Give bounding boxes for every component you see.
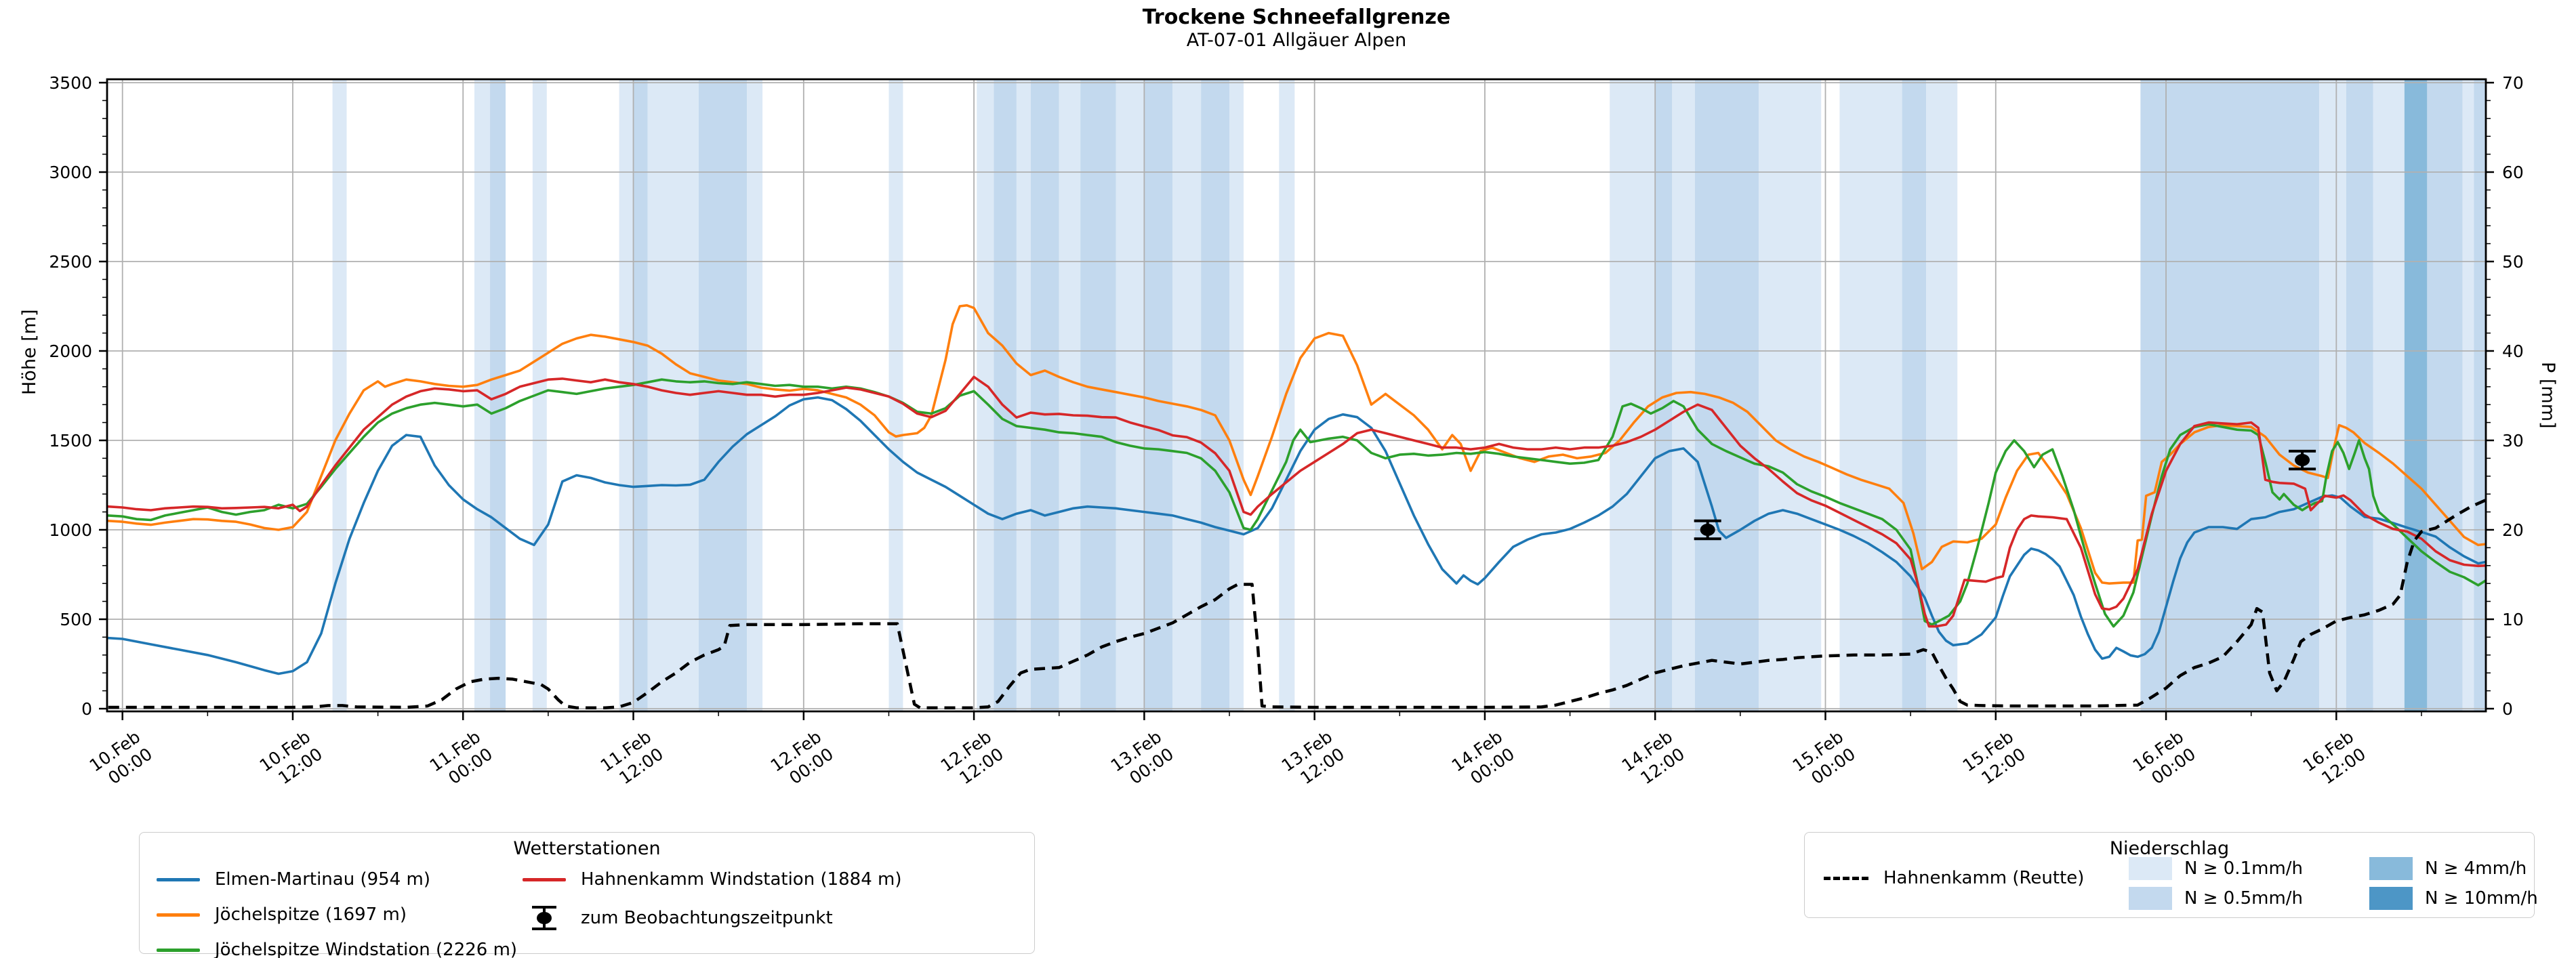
precip-band (1059, 79, 1081, 711)
precip-band (1016, 79, 1031, 711)
chart-subtitle: AT-07-01 Allgäuer Alpen (1186, 30, 1407, 51)
precip-band (332, 79, 347, 711)
legend-stations-title: Wetterstationen (513, 838, 661, 859)
legend-entry-label: N ≥ 4mm/h (2425, 858, 2527, 879)
chart-title: Trockene Schneefallgrenze (1142, 5, 1451, 29)
precip-sum-line (108, 499, 2486, 709)
series-line (107, 378, 2486, 628)
y-axis-left-label: Höhe [m] (19, 309, 40, 396)
svg-text:2500: 2500 (49, 252, 92, 272)
precip-band (1759, 79, 1822, 711)
precip-band (2427, 79, 2463, 711)
color-patch-icon (2369, 857, 2413, 880)
precip-band (1926, 79, 1958, 711)
precip-band (1144, 79, 1173, 711)
precip-band (474, 79, 491, 711)
svg-text:20: 20 (2502, 520, 2524, 540)
line-swatch-icon (157, 877, 200, 881)
legend-entry-label: Jöchelspitze (1697 m) (215, 904, 407, 925)
series-line (107, 304, 2486, 585)
precip-band (1694, 79, 1759, 711)
svg-text:30: 30 (2502, 431, 2524, 451)
legend-entry-precip-level: N ≥ 4mm/h (2369, 857, 2527, 880)
legend-entry-precip-line: Hahnenkamm (Reutte) (1824, 868, 2084, 888)
svg-text:1000: 1000 (49, 520, 92, 540)
legend-entry-label: zum Beobachtungszeitpunkt (581, 908, 833, 928)
precip-band (994, 79, 1017, 711)
svg-text:70: 70 (2502, 73, 2524, 93)
legend-entry-label: Elmen-Martinau (954 m) (215, 869, 430, 890)
precip-band (2462, 79, 2474, 711)
svg-text:60: 60 (2502, 163, 2524, 182)
observation-marker (1694, 519, 1721, 541)
series-line (107, 375, 2486, 628)
precip-band (1229, 79, 1244, 711)
color-patch-icon (2129, 857, 2172, 880)
legend-entry-precip-level: N ≥ 0.5mm/h (2129, 887, 2303, 910)
legend-entry-observation-marker: zum Beobachtungszeitpunkt (523, 904, 833, 932)
dashed-line-icon (1824, 876, 1868, 880)
svg-text:0: 0 (81, 699, 92, 719)
precip-band (619, 79, 634, 711)
svg-text:3000: 3000 (49, 163, 92, 182)
line-swatch-icon (523, 877, 566, 881)
line-swatch-icon (157, 913, 200, 917)
precip-band (1080, 79, 1116, 711)
legend-entry-station: Jöchelspitze Windstation (2226 m) (157, 940, 517, 958)
precip-band (1172, 79, 1202, 711)
precip-band (1902, 79, 1927, 711)
legend-entry-label: Jöchelspitze Windstation (2226 m) (215, 940, 518, 958)
plot-content (107, 79, 2486, 711)
precip-band (1672, 79, 1695, 711)
legend-entry-station: Hahnenkamm Windstation (1884 m) (523, 869, 902, 890)
legend-entry-station: Jöchelspitze (1697 m) (157, 904, 407, 925)
legend-entry-label: N ≥ 10mm/h (2425, 888, 2538, 909)
line-swatch-icon (157, 948, 200, 952)
precip-band (633, 79, 648, 711)
color-patch-icon (2129, 887, 2172, 910)
precip-band (2140, 79, 2320, 711)
svg-text:0: 0 (2502, 699, 2513, 719)
precip-band (532, 79, 547, 711)
precip-band (888, 79, 903, 711)
legend-precip: Niederschlag Hahnenkamm (Reutte) N ≥ 0.1… (1804, 832, 2538, 918)
series-line (107, 396, 2486, 675)
legend-stations: Wetterstationen Elmen-Martinau (954 m) Jö… (139, 832, 1035, 958)
svg-text:10: 10 (2502, 610, 2524, 629)
precip-band (2404, 79, 2428, 711)
svg-text:2000: 2000 (49, 341, 92, 361)
precip-band (2474, 79, 2486, 711)
observation-marker (2289, 449, 2316, 471)
color-patch-icon (2369, 887, 2413, 910)
precip-band (2319, 79, 2346, 711)
precip-band (2373, 79, 2405, 711)
precip-band (1839, 79, 1902, 711)
svg-text:50: 50 (2502, 252, 2524, 272)
observation-marker-icon (532, 906, 556, 930)
y-axis-right-label: P [mm] (2537, 362, 2558, 429)
legend-entry-station: Elmen-Martinau (954 m) (157, 869, 430, 890)
legend-entry-precip-level: N ≥ 10mm/h (2369, 887, 2538, 910)
precip-band (2346, 79, 2373, 711)
precip-band (490, 79, 506, 711)
precip-band (1030, 79, 1059, 711)
precip-band (698, 79, 748, 711)
svg-text:3500: 3500 (49, 73, 92, 93)
svg-text:40: 40 (2502, 341, 2524, 361)
legend-entry-precip-level: N ≥ 0.1mm/h (2129, 857, 2303, 880)
legend-entry-label: N ≥ 0.1mm/h (2184, 858, 2304, 879)
precip-band (1201, 79, 1230, 711)
legend-entry-label: Hahnenkamm (Reutte) (1883, 868, 2085, 888)
precip-band (1610, 79, 1656, 711)
legend-entry-label: N ≥ 0.5mm/h (2184, 888, 2304, 909)
svg-text:500: 500 (60, 610, 92, 629)
svg-text:1500: 1500 (49, 431, 92, 451)
legend-precip-title: Niederschlag (2109, 838, 2230, 859)
legend-entry-label: Hahnenkamm Windstation (1884 m) (581, 869, 902, 890)
